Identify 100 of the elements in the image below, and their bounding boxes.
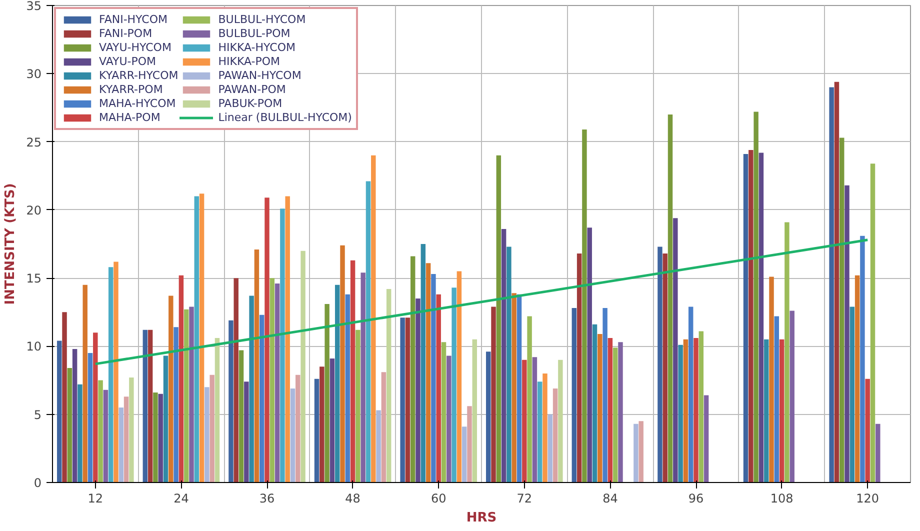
bar: [72, 348, 78, 482]
bar: [163, 356, 168, 482]
bar: [416, 298, 420, 482]
bar: [592, 324, 598, 482]
bar: [779, 339, 784, 482]
bar: [638, 421, 644, 482]
bar: [234, 278, 238, 482]
bar: [296, 374, 300, 482]
bar: [537, 382, 542, 482]
bar: [865, 378, 870, 482]
bar: [410, 256, 416, 482]
bar: [754, 112, 758, 482]
legend-label: BULBUL-POM: [218, 27, 290, 40]
bar: [870, 164, 876, 482]
bar: [634, 424, 638, 482]
bar: [345, 294, 350, 482]
bar: [285, 196, 290, 482]
bar: [118, 408, 124, 482]
bar: [420, 244, 426, 482]
y-axis-title: INTENSITY (KTS): [3, 183, 18, 305]
bar: [189, 306, 194, 482]
bar: [400, 318, 405, 482]
bar: [153, 392, 158, 482]
bar: [456, 271, 462, 482]
bar: [486, 352, 491, 482]
bar: [366, 181, 371, 482]
x-tick-label: 108: [770, 492, 794, 506]
bar: [264, 198, 270, 482]
bar: [839, 138, 844, 482]
bar: [506, 246, 512, 482]
bar: [431, 274, 436, 482]
legend-label: FANI-HYCOM: [99, 13, 168, 26]
x-tick-label: 60: [430, 492, 446, 506]
bar: [249, 296, 254, 482]
x-tick-label: 36: [259, 492, 275, 506]
legend-label: PABUK-POM: [218, 97, 282, 110]
bar: [199, 194, 204, 482]
bar: [860, 236, 865, 482]
bar: [527, 316, 532, 482]
bar: [320, 366, 324, 482]
x-tick-label: 84: [602, 492, 618, 506]
bar: [678, 344, 683, 482]
bar: [334, 284, 340, 482]
bar: [698, 331, 704, 482]
bar: [300, 250, 306, 482]
bar: [330, 358, 335, 482]
legend-label: PAWAN-POM: [218, 83, 286, 96]
bar: [290, 388, 296, 482]
bar: [668, 114, 673, 482]
bar: [552, 388, 558, 482]
bar: [78, 384, 82, 482]
bar: [850, 306, 855, 482]
y-tick-label: 15: [26, 272, 42, 286]
y-tick-label: 5: [34, 408, 42, 422]
bar: [324, 304, 330, 482]
bar: [244, 382, 249, 482]
bar: [436, 294, 441, 482]
x-tick-label: 96: [688, 492, 704, 506]
bar: [93, 332, 98, 482]
y-tick-label: 30: [26, 67, 42, 82]
bar: [446, 356, 452, 482]
bar: [114, 262, 118, 482]
bar: [784, 222, 790, 482]
bar: [98, 380, 103, 482]
legend-label: KYARR-POM: [99, 83, 163, 96]
bar: [548, 414, 553, 482]
bar: [228, 320, 234, 482]
bar: [350, 260, 356, 482]
bar: [210, 374, 214, 482]
y-tick-label: 25: [26, 135, 42, 150]
bar: [612, 348, 618, 482]
bar: [452, 288, 456, 482]
y-tick-label: 0: [34, 476, 42, 490]
legend-label: PAWAN-HYCOM: [218, 69, 302, 82]
bar: [67, 368, 72, 482]
bar: [314, 378, 320, 482]
x-tick-label: 48: [345, 492, 360, 506]
bar: [658, 246, 662, 482]
bar: [829, 87, 834, 482]
bar: [158, 394, 163, 482]
bar: [82, 284, 88, 482]
bar: [496, 155, 502, 482]
bar: [174, 327, 178, 482]
bar: [56, 340, 62, 482]
bar: [148, 330, 153, 482]
legend-label: FANI-POM: [99, 27, 152, 40]
legend-label: VAYU-HYCOM: [99, 41, 172, 54]
bar: [129, 378, 134, 482]
bar: [608, 338, 613, 482]
bar: [168, 296, 174, 482]
bar: [441, 342, 446, 482]
bar: [704, 395, 709, 482]
bar: [532, 357, 538, 482]
bar: [876, 424, 880, 482]
bar: [103, 390, 108, 482]
bar: [694, 338, 698, 482]
bar: [758, 152, 764, 482]
bar: [844, 185, 850, 482]
bar: [854, 275, 860, 482]
bar: [376, 410, 381, 482]
